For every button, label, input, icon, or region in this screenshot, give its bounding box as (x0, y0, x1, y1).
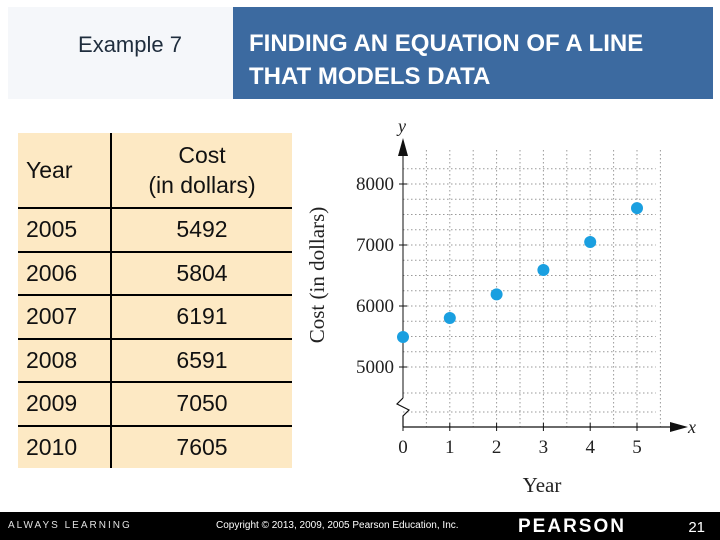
table-row: 2005 5492 (18, 208, 292, 253)
header-left-panel (8, 7, 233, 99)
footer-tagline: ALWAYS LEARNING (8, 520, 132, 531)
y-tick-label: 6000 (356, 296, 394, 317)
y-tick-label: 7000 (356, 235, 394, 256)
cell-cost: 5492 (111, 208, 292, 253)
cell-cost: 6591 (111, 338, 292, 383)
data-point (443, 311, 456, 324)
y-tick-label: 5000 (356, 357, 394, 378)
column-header-year: Year (18, 133, 112, 209)
table-row: 2010 7605 (18, 425, 292, 468)
x-axis-letter: x (687, 417, 696, 437)
footer-copyright: Copyright © 2013, 2009, 2005 Pearson Edu… (216, 520, 459, 531)
chart-axes (395, 138, 688, 432)
column-header-cost: Cost (in dollars) (111, 133, 292, 209)
cell-year: 2008 (18, 338, 112, 383)
x-tick-label: 3 (539, 437, 549, 458)
table-row: 2009 7050 (18, 382, 292, 427)
table-row: 2006 5804 (18, 251, 292, 296)
slide-title-line2: THAT MODELS DATA (249, 63, 491, 90)
y-axis-label: Cost (in dollars) (305, 207, 329, 344)
y-tick-label: 8000 (356, 174, 394, 195)
column-header-cost-line2: (in dollars) (148, 172, 256, 198)
header-band: FINDING AN EQUATION OF A LINE THAT MODEL… (233, 7, 713, 99)
data-point (490, 288, 503, 301)
x-tick-label: 4 (585, 437, 595, 458)
column-header-cost-line1: Cost (178, 142, 226, 168)
cell-cost: 7050 (111, 382, 292, 427)
y-axis-arrow (398, 138, 408, 156)
cell-cost: 6191 (111, 295, 292, 340)
cell-year: 2006 (18, 251, 112, 296)
x-axis-arrow (670, 422, 688, 432)
example-label: Example 7 (78, 32, 182, 57)
x-tick-label: 0 (398, 437, 408, 458)
cell-year: 2007 (18, 295, 112, 340)
page-number: 21 (688, 519, 705, 536)
x-tick-label: 1 (445, 437, 455, 458)
cell-year: 2009 (18, 382, 112, 427)
x-tick-label: 5 (632, 437, 642, 458)
slide-title: FINDING AN EQUATION OF A LINE THAT MODEL… (249, 27, 719, 93)
cell-year: 2005 (18, 208, 112, 253)
table-header-row: Year Cost (in dollars) (18, 133, 292, 209)
data-table: Year Cost (in dollars) 2005 5492 2006 58… (18, 133, 292, 468)
chart-tick-labels: 0 1 2 3 4 5 5000 6000 7000 8000 (356, 174, 642, 458)
x-axis-label: Year (523, 473, 562, 497)
data-point (537, 263, 550, 276)
chart-grid (403, 150, 661, 427)
x-tick-label: 2 (492, 437, 502, 458)
cell-cost: 7605 (111, 425, 292, 468)
scatter-chart: 0 1 2 3 4 5 5000 6000 7000 8000 Year Cost (in dol… (305, 116, 696, 497)
footer-brand-logo: PEARSON (518, 516, 626, 537)
cell-cost: 5804 (111, 251, 292, 296)
data-point (631, 202, 643, 215)
data-point (397, 330, 409, 343)
cell-year: 2010 (18, 425, 112, 468)
axis-break-mark (395, 397, 411, 427)
table-row: 2007 6191 (18, 295, 292, 340)
footer-bar: ALWAYS LEARNING Copyright © 2013, 2009, … (0, 512, 720, 540)
slide-title-line1: FINDING AN EQUATION OF A LINE (249, 30, 644, 57)
chart-points (397, 202, 643, 343)
data-point (584, 235, 597, 248)
table-row: 2008 6591 (18, 338, 292, 383)
y-axis-letter: y (396, 116, 406, 136)
